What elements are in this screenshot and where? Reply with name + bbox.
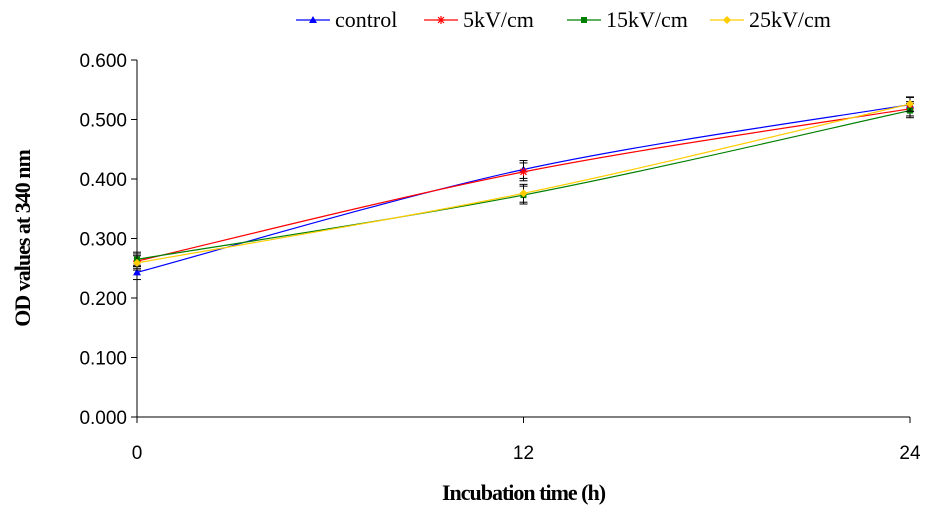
y-tick-label: 0.600: [79, 51, 127, 72]
y-axis-title: OD values at 340 nm: [10, 150, 35, 327]
y-tick-label: 0.100: [79, 349, 127, 370]
series-25kv-cm: [133, 96, 914, 271]
series-layer: [133, 96, 914, 281]
data-point: [519, 167, 528, 176]
y-tick-label: 0.500: [79, 111, 127, 132]
x-tick-label: 0: [132, 443, 143, 464]
legend-marker: [309, 16, 317, 23]
legend-item-15kv-cm: 15kV/cm: [567, 7, 688, 32]
y-tick-label: 0.000: [79, 408, 127, 429]
legend-item-5kv-cm: 5kV/cm: [424, 7, 534, 32]
data-point: [133, 268, 141, 276]
legend-marker: [581, 17, 587, 23]
legend-label: control: [335, 7, 397, 32]
y-axis: 0.000 0.100 0.200 0.300 0.400 0.500 0.600: [79, 51, 138, 429]
legend: control 5kV/cm 15kV/cm 25kV/cm: [296, 7, 831, 32]
x-axis: 0 12 24: [132, 416, 921, 464]
x-axis-title: Incubation time (h): [442, 480, 606, 505]
data-point: [906, 100, 914, 109]
series-line: [136, 103, 911, 264]
legend-label: 15kV/cm: [606, 7, 688, 32]
x-tick-label: 24: [899, 443, 921, 464]
y-tick-label: 0.200: [79, 289, 127, 310]
data-point: [133, 258, 141, 267]
data-point: [519, 189, 528, 198]
y-tick-label: 0.300: [79, 230, 127, 251]
legend-label: 5kV/cm: [463, 7, 534, 32]
y-tick-label: 0.400: [79, 170, 127, 191]
legend-label: 25kV/cm: [749, 7, 831, 32]
legend-marker: [437, 16, 445, 24]
legend-item-control: control: [296, 7, 397, 32]
legend-marker: [723, 16, 731, 24]
legend-item-25kv-cm: 25kV/cm: [710, 7, 831, 32]
x-tick-label: 12: [513, 443, 534, 464]
